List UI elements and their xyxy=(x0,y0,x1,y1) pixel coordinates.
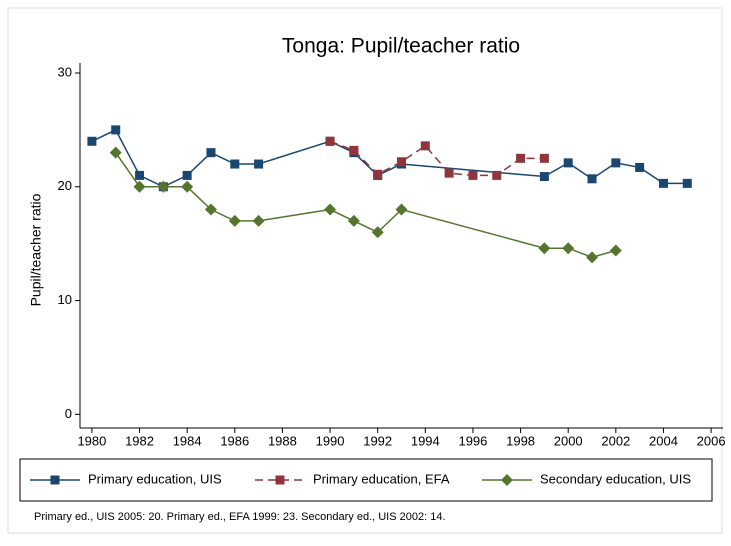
marker xyxy=(181,180,194,193)
marker xyxy=(397,157,406,167)
marker xyxy=(228,214,241,227)
x-tick-label: 1994 xyxy=(411,433,440,448)
marker xyxy=(111,125,121,135)
marker xyxy=(206,148,216,158)
y-tick-label: 10 xyxy=(58,292,72,307)
y-tick-label: 0 xyxy=(65,406,72,421)
marker xyxy=(347,214,360,227)
note: Primary ed., UIS 2005: 20. Primary ed., … xyxy=(34,511,446,523)
marker xyxy=(609,244,622,257)
x-tick-label: 1990 xyxy=(316,433,345,448)
marker xyxy=(586,251,599,264)
marker xyxy=(562,242,575,255)
marker xyxy=(324,203,337,216)
x-tick-label: 1980 xyxy=(77,433,106,448)
marker xyxy=(254,159,264,169)
legend-box xyxy=(19,458,713,502)
marker xyxy=(538,242,551,255)
marker xyxy=(157,180,170,193)
legend-marker xyxy=(275,475,285,485)
marker xyxy=(133,180,146,193)
marker xyxy=(87,136,97,146)
x-tick-label: 1996 xyxy=(458,433,487,448)
marker xyxy=(135,170,145,180)
marker xyxy=(395,203,408,216)
marker xyxy=(420,141,430,151)
x-tick-label: 1992 xyxy=(363,433,392,448)
marker xyxy=(373,169,383,179)
marker xyxy=(230,159,240,169)
frame xyxy=(7,7,723,534)
marker xyxy=(204,203,217,216)
x-tick-label: 1986 xyxy=(220,433,249,448)
legend-marker xyxy=(50,475,60,485)
marker xyxy=(563,158,573,168)
marker xyxy=(658,178,668,188)
marker xyxy=(468,170,478,180)
marker xyxy=(109,146,122,159)
y-tick-label: 20 xyxy=(58,178,72,193)
marker xyxy=(682,178,692,188)
marker xyxy=(252,214,265,227)
marker xyxy=(516,153,526,163)
x-tick-label: 2000 xyxy=(554,433,583,448)
y-tick-label: 30 xyxy=(58,64,72,79)
x-tick-label: 1984 xyxy=(173,433,202,448)
marker xyxy=(349,145,359,155)
x-tick-label: 2006 xyxy=(697,433,726,448)
x-tick-label: 2004 xyxy=(649,433,678,448)
y-axis-label: Pupil/teacher ratio xyxy=(28,193,44,306)
legend-marker xyxy=(501,474,513,486)
marker xyxy=(492,170,502,180)
legend-label: Secondary education, UIS xyxy=(540,471,691,486)
marker xyxy=(587,174,597,184)
marker xyxy=(539,172,549,182)
x-tick-label: 1982 xyxy=(125,433,154,448)
marker xyxy=(325,136,335,146)
x-tick-label: 2002 xyxy=(601,433,630,448)
x-tick-label: 1998 xyxy=(506,433,535,448)
legend-label: Primary education, EFA xyxy=(313,471,450,486)
chart-title: Tonga: Pupil/teacher ratio xyxy=(282,35,520,58)
legend-label: Primary education, UIS xyxy=(88,471,222,486)
marker xyxy=(371,226,384,239)
marker xyxy=(539,153,549,163)
marker xyxy=(444,168,454,178)
marker xyxy=(182,170,192,180)
marker xyxy=(611,158,621,168)
x-tick-label: 1988 xyxy=(268,433,297,448)
line xyxy=(329,140,545,177)
marker xyxy=(635,162,645,172)
